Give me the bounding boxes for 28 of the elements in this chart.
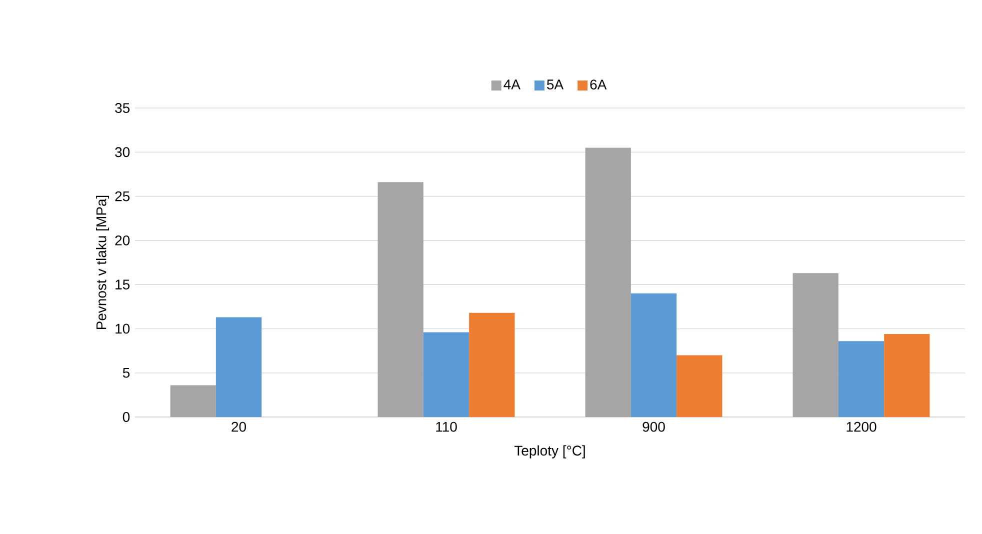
x-tick-label: 900 (642, 422, 665, 432)
bar (378, 182, 424, 417)
legend-label: 5A (547, 80, 564, 90)
x-axis-title: Teploty [°C] (514, 445, 585, 458)
bar (170, 385, 216, 417)
y-tick-label: 20 (115, 235, 130, 246)
y-tick-label: 35 (115, 103, 130, 113)
bar (676, 355, 722, 417)
y-tick-label: 15 (116, 280, 130, 290)
bar (884, 334, 930, 417)
y-axis-title: Pevnost v tlaku [MPa] (96, 196, 110, 330)
legend-label: 6A (590, 80, 607, 90)
bar (216, 317, 262, 417)
bar (838, 341, 884, 417)
bar (423, 332, 470, 417)
y-tick-label: 5 (122, 368, 130, 378)
x-tick-label: 110 (436, 422, 457, 432)
y-tick-label: 10 (116, 324, 130, 334)
legend-label: 4A (504, 80, 520, 90)
bar (469, 312, 515, 417)
x-tick-label: 20 (232, 422, 246, 432)
y-tick-label: 25 (115, 191, 130, 202)
bar (792, 273, 838, 417)
y-tick-label: 30 (115, 147, 130, 158)
bar (585, 148, 631, 417)
bar (630, 293, 677, 417)
x-tick-label: 1200 (846, 422, 876, 432)
y-tick-label: 0 (122, 412, 130, 422)
